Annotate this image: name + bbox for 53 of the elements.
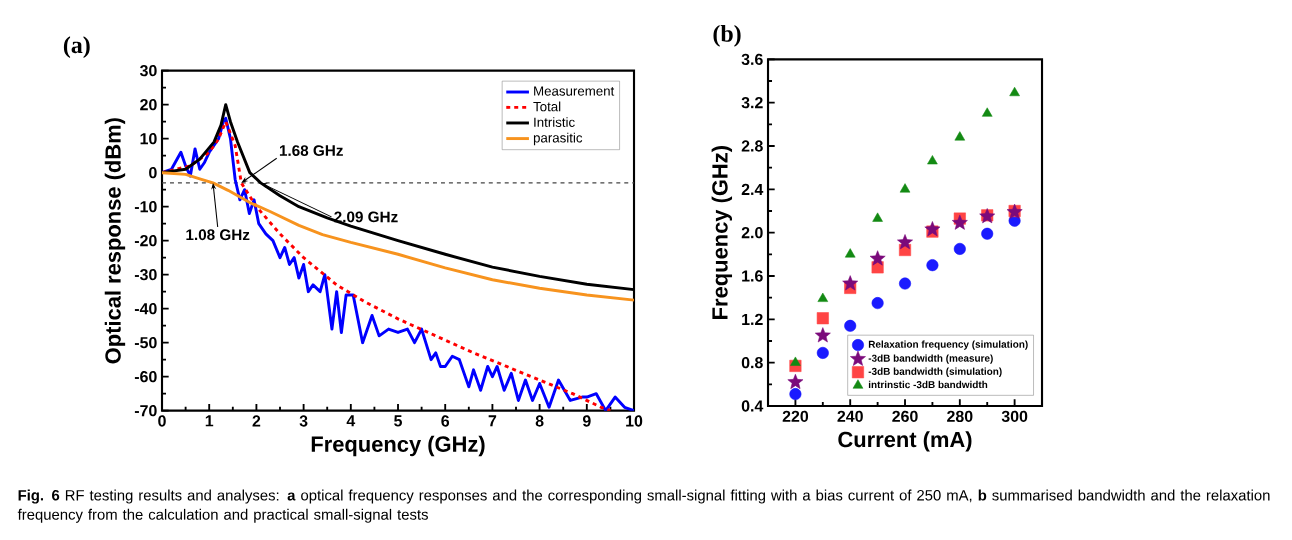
x-axis-title: Frequency (GHz) — [311, 435, 485, 457]
y-tick-label: 2.4 — [741, 183, 764, 195]
legend-label: parasitic — [533, 132, 583, 146]
x-tick-label: 0 — [158, 415, 166, 427]
y-tick-label: -20 — [134, 235, 157, 247]
y-tick-label: -40 — [134, 303, 157, 315]
y-tick-label: 3.2 — [741, 97, 763, 109]
x-tick-label: 4 — [346, 415, 356, 427]
y-tick-label: 1.6 — [742, 270, 763, 282]
y-tick-label: -50 — [134, 337, 157, 349]
x-tick-label: 5 — [394, 415, 402, 427]
y-tick-label: 30 — [139, 65, 157, 77]
x-axis-title: Current (mA) — [838, 431, 972, 452]
y-tick-label: 2.0 — [741, 227, 763, 239]
legend-label: -3dB bandwidth (measure) — [868, 354, 993, 364]
text: Fig. 6 RF testing results and analyses: a optical frequency responses and the corresponding small-signal fitting with a bias current of 250 mA, b summarised bandwidth and the relaxation frequency from the calculation and practical small-signal tests — [17, 489, 1270, 523]
legend-label: Relaxation frequency (simulation) — [868, 340, 1028, 350]
legend-label: intrinstic -3dB bandwidth — [868, 380, 988, 389]
legend-label: Total — [533, 101, 561, 112]
y-tick-label: 1.2 — [742, 313, 763, 325]
y-tick-label: -70 — [134, 405, 157, 417]
chart-title: (b) — [713, 24, 741, 47]
x-tick-label: 2 — [252, 415, 261, 427]
y-axis-title: Optical response (dBm) — [104, 118, 126, 364]
x-tick-label: 9 — [582, 415, 591, 427]
x-tick-label: 10 — [626, 415, 643, 427]
y-tick-label: 3.6 — [741, 53, 763, 65]
chart-title: (a) — [63, 36, 90, 58]
x-tick-label: 3 — [299, 415, 308, 427]
x-tick-label: 7 — [488, 415, 497, 427]
legend-label: -3dB bandwidth (simulation) — [868, 367, 1002, 377]
annotation: 1.08 GHz — [186, 229, 250, 241]
y-tick-label: 0.4 — [741, 400, 764, 412]
y-tick-label: 0 — [149, 167, 157, 179]
y-tick-label: 20 — [140, 99, 157, 111]
y-tick-label: 2.8 — [741, 140, 763, 152]
y-tick-label: -60 — [134, 371, 157, 383]
x-tick-label: 8 — [535, 415, 544, 427]
y-axis-title: Frequency (GHz) — [711, 146, 733, 319]
y-tick-label: -10 — [134, 201, 157, 213]
x-tick-label: 240 — [837, 410, 863, 422]
y-tick-label: -30 — [134, 269, 157, 281]
legend-label: Intristic — [534, 117, 575, 127]
y-tick-label: 0.8 — [741, 357, 763, 369]
y-tick-label: 10 — [140, 133, 157, 145]
legend-label: Measurement — [534, 86, 615, 96]
annotation: 1.68 GHz — [279, 145, 343, 156]
x-tick-label: 300 — [1001, 410, 1028, 423]
x-tick-label: 6 — [441, 415, 450, 427]
x-tick-label: 220 — [782, 410, 809, 422]
x-tick-label: 280 — [947, 410, 973, 422]
x-tick-label: 260 — [892, 410, 918, 422]
x-tick-label: 1 — [205, 415, 214, 427]
